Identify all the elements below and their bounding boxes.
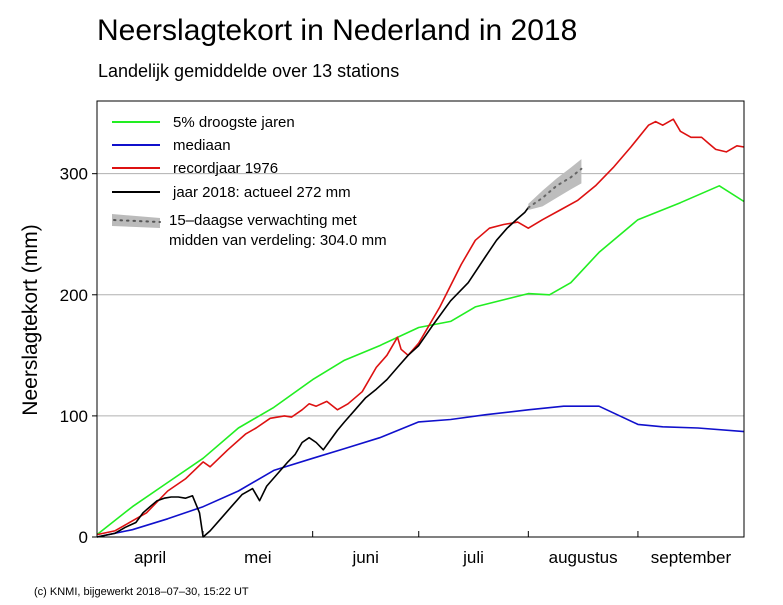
y-tick-label-0: 0 bbox=[79, 528, 88, 547]
y-tick-label-200: 200 bbox=[60, 286, 88, 305]
legend: 5% droogste jaren mediaan recordjaar 1976 j… bbox=[112, 114, 387, 249]
chart-title: Neerslagtekort in Nederland in 2018 bbox=[97, 14, 578, 47]
legend-label-0: 5% droogste jaren bbox=[173, 114, 295, 131]
axes: 0 100 200 300 april mei juni juli augustus septem… bbox=[60, 100, 745, 567]
legend-label-2: recordjaar 1976 bbox=[173, 160, 278, 177]
x-tick-label-mei: mei bbox=[244, 548, 271, 567]
series-group bbox=[96, 118, 745, 538]
credit-line: (c) KNMI, bijgewerkt 2018–07–30, 15:22 U… bbox=[34, 586, 249, 598]
legend-label-forecast-2: midden van verdeling: 304.0 mm bbox=[169, 232, 387, 249]
y-tick-label-300: 300 bbox=[60, 165, 88, 184]
x-tick-label-april: april bbox=[134, 548, 166, 567]
y-tick-label-100: 100 bbox=[60, 407, 88, 426]
x-tick-label-september: september bbox=[651, 548, 732, 567]
legend-label-forecast: 15–daagse verwachting met bbox=[169, 212, 357, 229]
forecast-band bbox=[528, 159, 582, 210]
series-line-5-droogste-jaren bbox=[96, 185, 745, 536]
gridlines bbox=[97, 173, 744, 417]
plot-frame bbox=[96, 100, 745, 538]
legend-swatch-band bbox=[112, 214, 160, 228]
legend-label-1: mediaan bbox=[173, 137, 231, 154]
x-tick-label-augustus: augustus bbox=[549, 548, 618, 567]
legend-label-3: jaar 2018: actueel 272 mm bbox=[172, 184, 351, 201]
x-tick-label-juli: juli bbox=[462, 548, 484, 567]
forecast-band-group bbox=[528, 159, 582, 210]
x-tick-label-juni: juni bbox=[351, 548, 378, 567]
series-line-mediaan bbox=[96, 405, 745, 538]
chart-subtitle: Landelijk gemiddelde over 13 stations bbox=[98, 61, 400, 81]
series-line-jaar-2018 bbox=[96, 207, 529, 538]
series-line-recordjaar-1976 bbox=[96, 118, 745, 536]
legend-swatch-dotted bbox=[113, 219, 161, 223]
